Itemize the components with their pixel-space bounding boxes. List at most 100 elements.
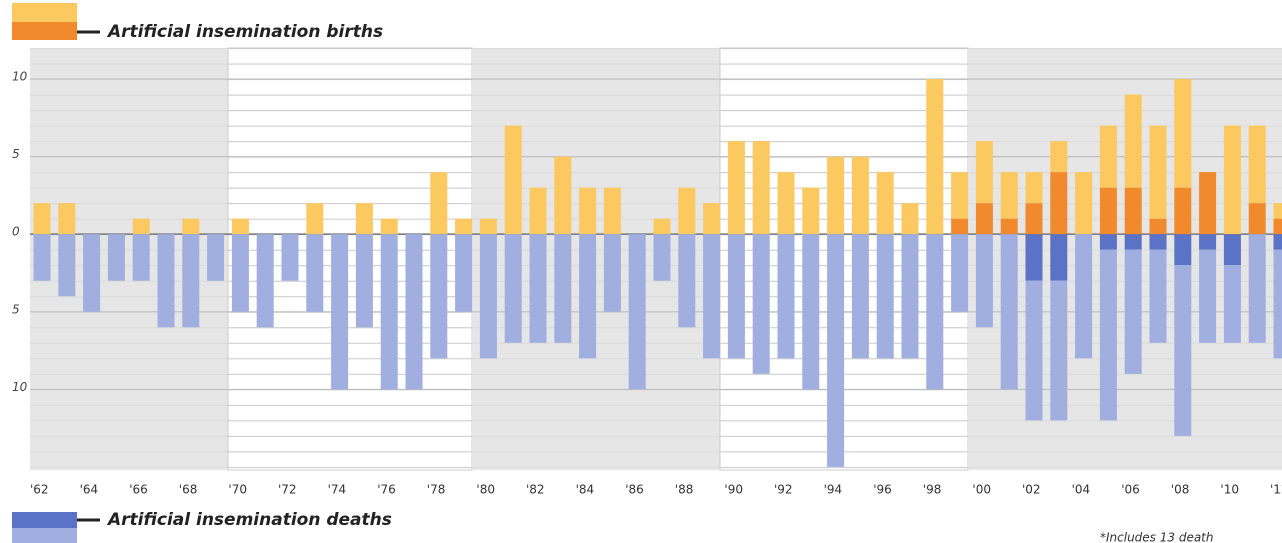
bar bbox=[355, 203, 373, 235]
bar bbox=[306, 234, 324, 312]
bar bbox=[1199, 249, 1217, 343]
x-tick-label: '96 bbox=[873, 483, 892, 497]
bar bbox=[678, 234, 696, 328]
bar bbox=[579, 187, 597, 235]
bar bbox=[628, 234, 646, 390]
x-tick-label: '12 bbox=[1270, 483, 1282, 497]
x-tick-label: '84 bbox=[576, 483, 595, 497]
x-tick-label: '78 bbox=[427, 483, 446, 497]
legend-swatch bbox=[12, 22, 77, 40]
bar bbox=[455, 218, 473, 235]
x-tick-label: '70 bbox=[228, 483, 247, 497]
bar bbox=[901, 203, 919, 235]
bar bbox=[1273, 249, 1282, 359]
bar bbox=[827, 156, 845, 235]
x-tick-label: '68 bbox=[179, 483, 198, 497]
bar bbox=[554, 234, 572, 343]
y-tick-label: 0 bbox=[12, 225, 20, 239]
bar bbox=[1050, 280, 1068, 421]
bar bbox=[1000, 172, 1018, 219]
bar bbox=[504, 125, 522, 235]
bar bbox=[1099, 187, 1117, 235]
bar bbox=[455, 234, 473, 312]
x-tick-label: '82 bbox=[526, 483, 545, 497]
bar bbox=[1248, 234, 1266, 343]
x-tick-label: '92 bbox=[774, 483, 793, 497]
bar bbox=[1124, 187, 1142, 235]
y-tick-label: 5 bbox=[12, 302, 20, 316]
bar bbox=[1075, 234, 1093, 359]
legend-swatch bbox=[12, 3, 77, 22]
bar bbox=[802, 187, 820, 235]
x-tick-label: '90 bbox=[724, 483, 743, 497]
bar bbox=[355, 234, 373, 328]
bar bbox=[951, 172, 969, 219]
y-tick-label: 10 bbox=[12, 380, 28, 394]
bar bbox=[107, 234, 125, 281]
bar bbox=[1050, 141, 1068, 173]
bar bbox=[1174, 234, 1192, 266]
bar bbox=[1099, 234, 1117, 250]
bar bbox=[876, 172, 894, 235]
bar bbox=[603, 187, 621, 235]
bar bbox=[529, 187, 547, 235]
legend-swatch bbox=[12, 512, 77, 528]
bar bbox=[430, 172, 448, 235]
bar bbox=[1050, 234, 1068, 281]
bar bbox=[182, 234, 200, 328]
bar bbox=[1273, 218, 1282, 235]
bar bbox=[703, 203, 721, 235]
x-tick-label: '06 bbox=[1121, 483, 1140, 497]
bar bbox=[727, 141, 745, 235]
bar bbox=[479, 218, 497, 235]
bar bbox=[405, 234, 423, 390]
bar bbox=[1174, 79, 1192, 188]
bar bbox=[58, 203, 76, 235]
bar bbox=[1273, 203, 1282, 219]
bar bbox=[554, 156, 572, 235]
bar bbox=[331, 234, 349, 390]
bar bbox=[951, 234, 969, 312]
x-tick-label: '08 bbox=[1171, 483, 1190, 497]
x-tick-label: '98 bbox=[923, 483, 942, 497]
bar bbox=[1025, 280, 1043, 421]
bar bbox=[1099, 125, 1117, 188]
bar bbox=[132, 218, 150, 235]
x-tick-label: '72 bbox=[278, 483, 297, 497]
bar bbox=[727, 234, 745, 359]
bar bbox=[529, 234, 547, 343]
bar bbox=[380, 234, 398, 390]
bar bbox=[380, 218, 398, 235]
x-tick-label: '10 bbox=[1220, 483, 1239, 497]
bar bbox=[1025, 234, 1043, 281]
legend-label: Artificial insemination births bbox=[106, 22, 383, 42]
bar bbox=[752, 141, 770, 235]
x-tick-label: '76 bbox=[377, 483, 396, 497]
bar bbox=[1099, 249, 1117, 421]
x-tick-label: '00 bbox=[972, 483, 991, 497]
y-tick-label: 10 bbox=[12, 70, 28, 84]
bar bbox=[1223, 125, 1241, 235]
x-tick-label: '94 bbox=[824, 483, 843, 497]
bar bbox=[975, 141, 993, 204]
bar bbox=[504, 234, 522, 343]
x-tick-label: '88 bbox=[675, 483, 694, 497]
bar bbox=[851, 234, 869, 359]
bar bbox=[207, 234, 225, 281]
bar bbox=[1248, 203, 1266, 235]
x-tick-label: '80 bbox=[476, 483, 495, 497]
bar bbox=[802, 234, 820, 390]
bar bbox=[1149, 234, 1167, 250]
bar bbox=[1248, 125, 1266, 204]
legend-label: Artificial insemination deaths bbox=[106, 510, 392, 530]
bar bbox=[231, 218, 249, 235]
bar bbox=[281, 234, 299, 281]
x-tick-label: '02 bbox=[1022, 483, 1041, 497]
bars bbox=[33, 79, 1282, 467]
bar bbox=[83, 234, 101, 312]
bar bbox=[1124, 249, 1142, 374]
bar bbox=[1199, 172, 1217, 235]
x-tick-label: '74 bbox=[328, 483, 347, 497]
bar bbox=[975, 203, 993, 235]
